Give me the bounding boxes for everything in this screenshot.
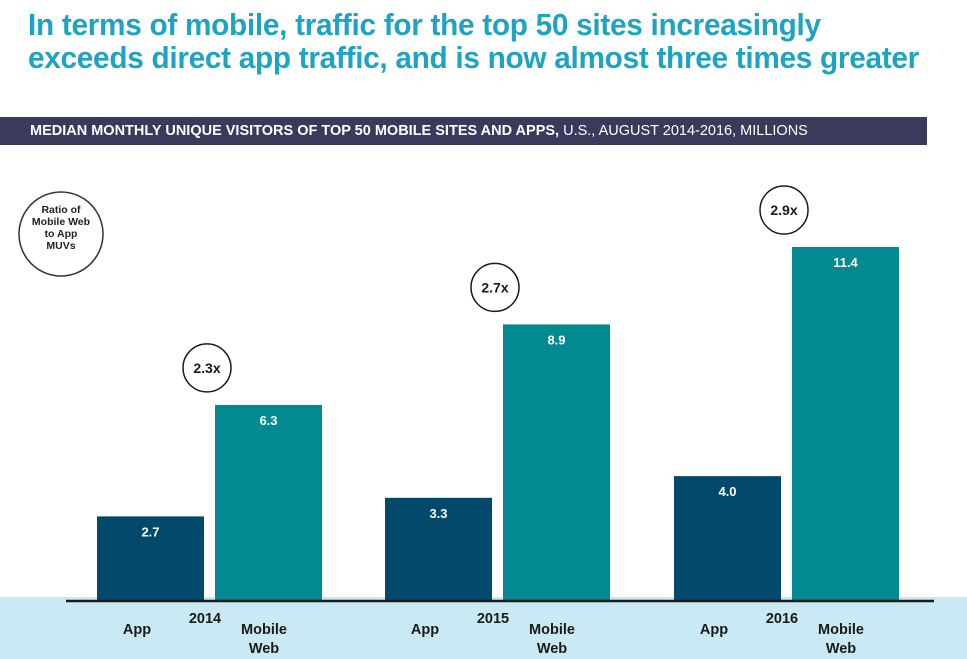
bar-value-label: 3.3 <box>429 506 447 521</box>
ratio-bubble-2014 <box>182 343 232 393</box>
bar-value-label: 11.4 <box>833 255 858 270</box>
ratio-legend: Ratio of Mobile Web to App MUVs <box>18 191 104 277</box>
x-series-label: App <box>123 622 151 638</box>
ratio-legend-line-4: MUVs <box>46 240 75 252</box>
x-series-label: App <box>411 622 439 638</box>
x-series-label: Mobile <box>241 622 287 638</box>
x-tick-label-2015: 2015 <box>477 611 509 627</box>
bar-value-label: 6.3 <box>259 413 277 428</box>
ratio-bubble-2016 <box>759 185 809 235</box>
x-tick-label-2014: 2014 <box>189 611 221 627</box>
x-series-label: Web <box>537 641 567 657</box>
ratio-legend-circle <box>18 191 104 277</box>
ratio-bubble-2015 <box>470 262 520 313</box>
x-series-label: Web <box>249 641 279 657</box>
axis-band <box>0 597 967 659</box>
ratio-legend-line-1: Ratio of <box>41 204 81 216</box>
bar-mobile-web-2015 <box>503 324 610 600</box>
chart-subtitle: MEDIAN MONTHLY UNIQUE VISITORS OF TOP 50… <box>0 117 927 145</box>
chart-subtitle-bold: MEDIAN MONTHLY UNIQUE VISITORS OF TOP 50… <box>30 123 560 139</box>
ratio-label: 2.3x <box>193 360 220 376</box>
bar-mobile-web-2014 <box>215 404 322 600</box>
ratio-label: 2.7x <box>481 279 508 295</box>
x-labels-layer: App Mobile Web 2014 App Mobile Web 2015 App Mobil… <box>123 611 864 657</box>
x-tick-label-2016: 2016 <box>766 611 798 627</box>
bar-app-2015 <box>385 497 492 600</box>
x-series-label: Mobile <box>818 622 864 638</box>
bar-value-label: 2.7 <box>141 524 159 539</box>
bar-app-2016 <box>674 476 781 600</box>
x-series-label: Web <box>826 641 856 657</box>
chart-subtitle-regular: U.S., AUGUST 2014-2016, MILLIONS <box>559 123 808 139</box>
bar-app-2014 <box>97 516 204 600</box>
x-series-label: App <box>700 622 728 638</box>
bar-mobile-web-2016 <box>792 247 899 600</box>
bar-value-label: 8.9 <box>547 332 565 347</box>
x-series-label: Mobile <box>529 622 575 638</box>
bar-value-label: 4.0 <box>718 484 736 499</box>
ratio-legend-line-2: Mobile Web <box>32 216 90 228</box>
bars-layer: 2.7 6.3 2.3x 3.3 8.9 2.7x 4.0 11.4 2.9x <box>97 185 899 600</box>
ratio-legend-line-3: to App <box>45 228 78 240</box>
ratio-label: 2.9x <box>770 202 797 218</box>
headline: In terms of mobile, traffic for the top … <box>28 7 919 75</box>
